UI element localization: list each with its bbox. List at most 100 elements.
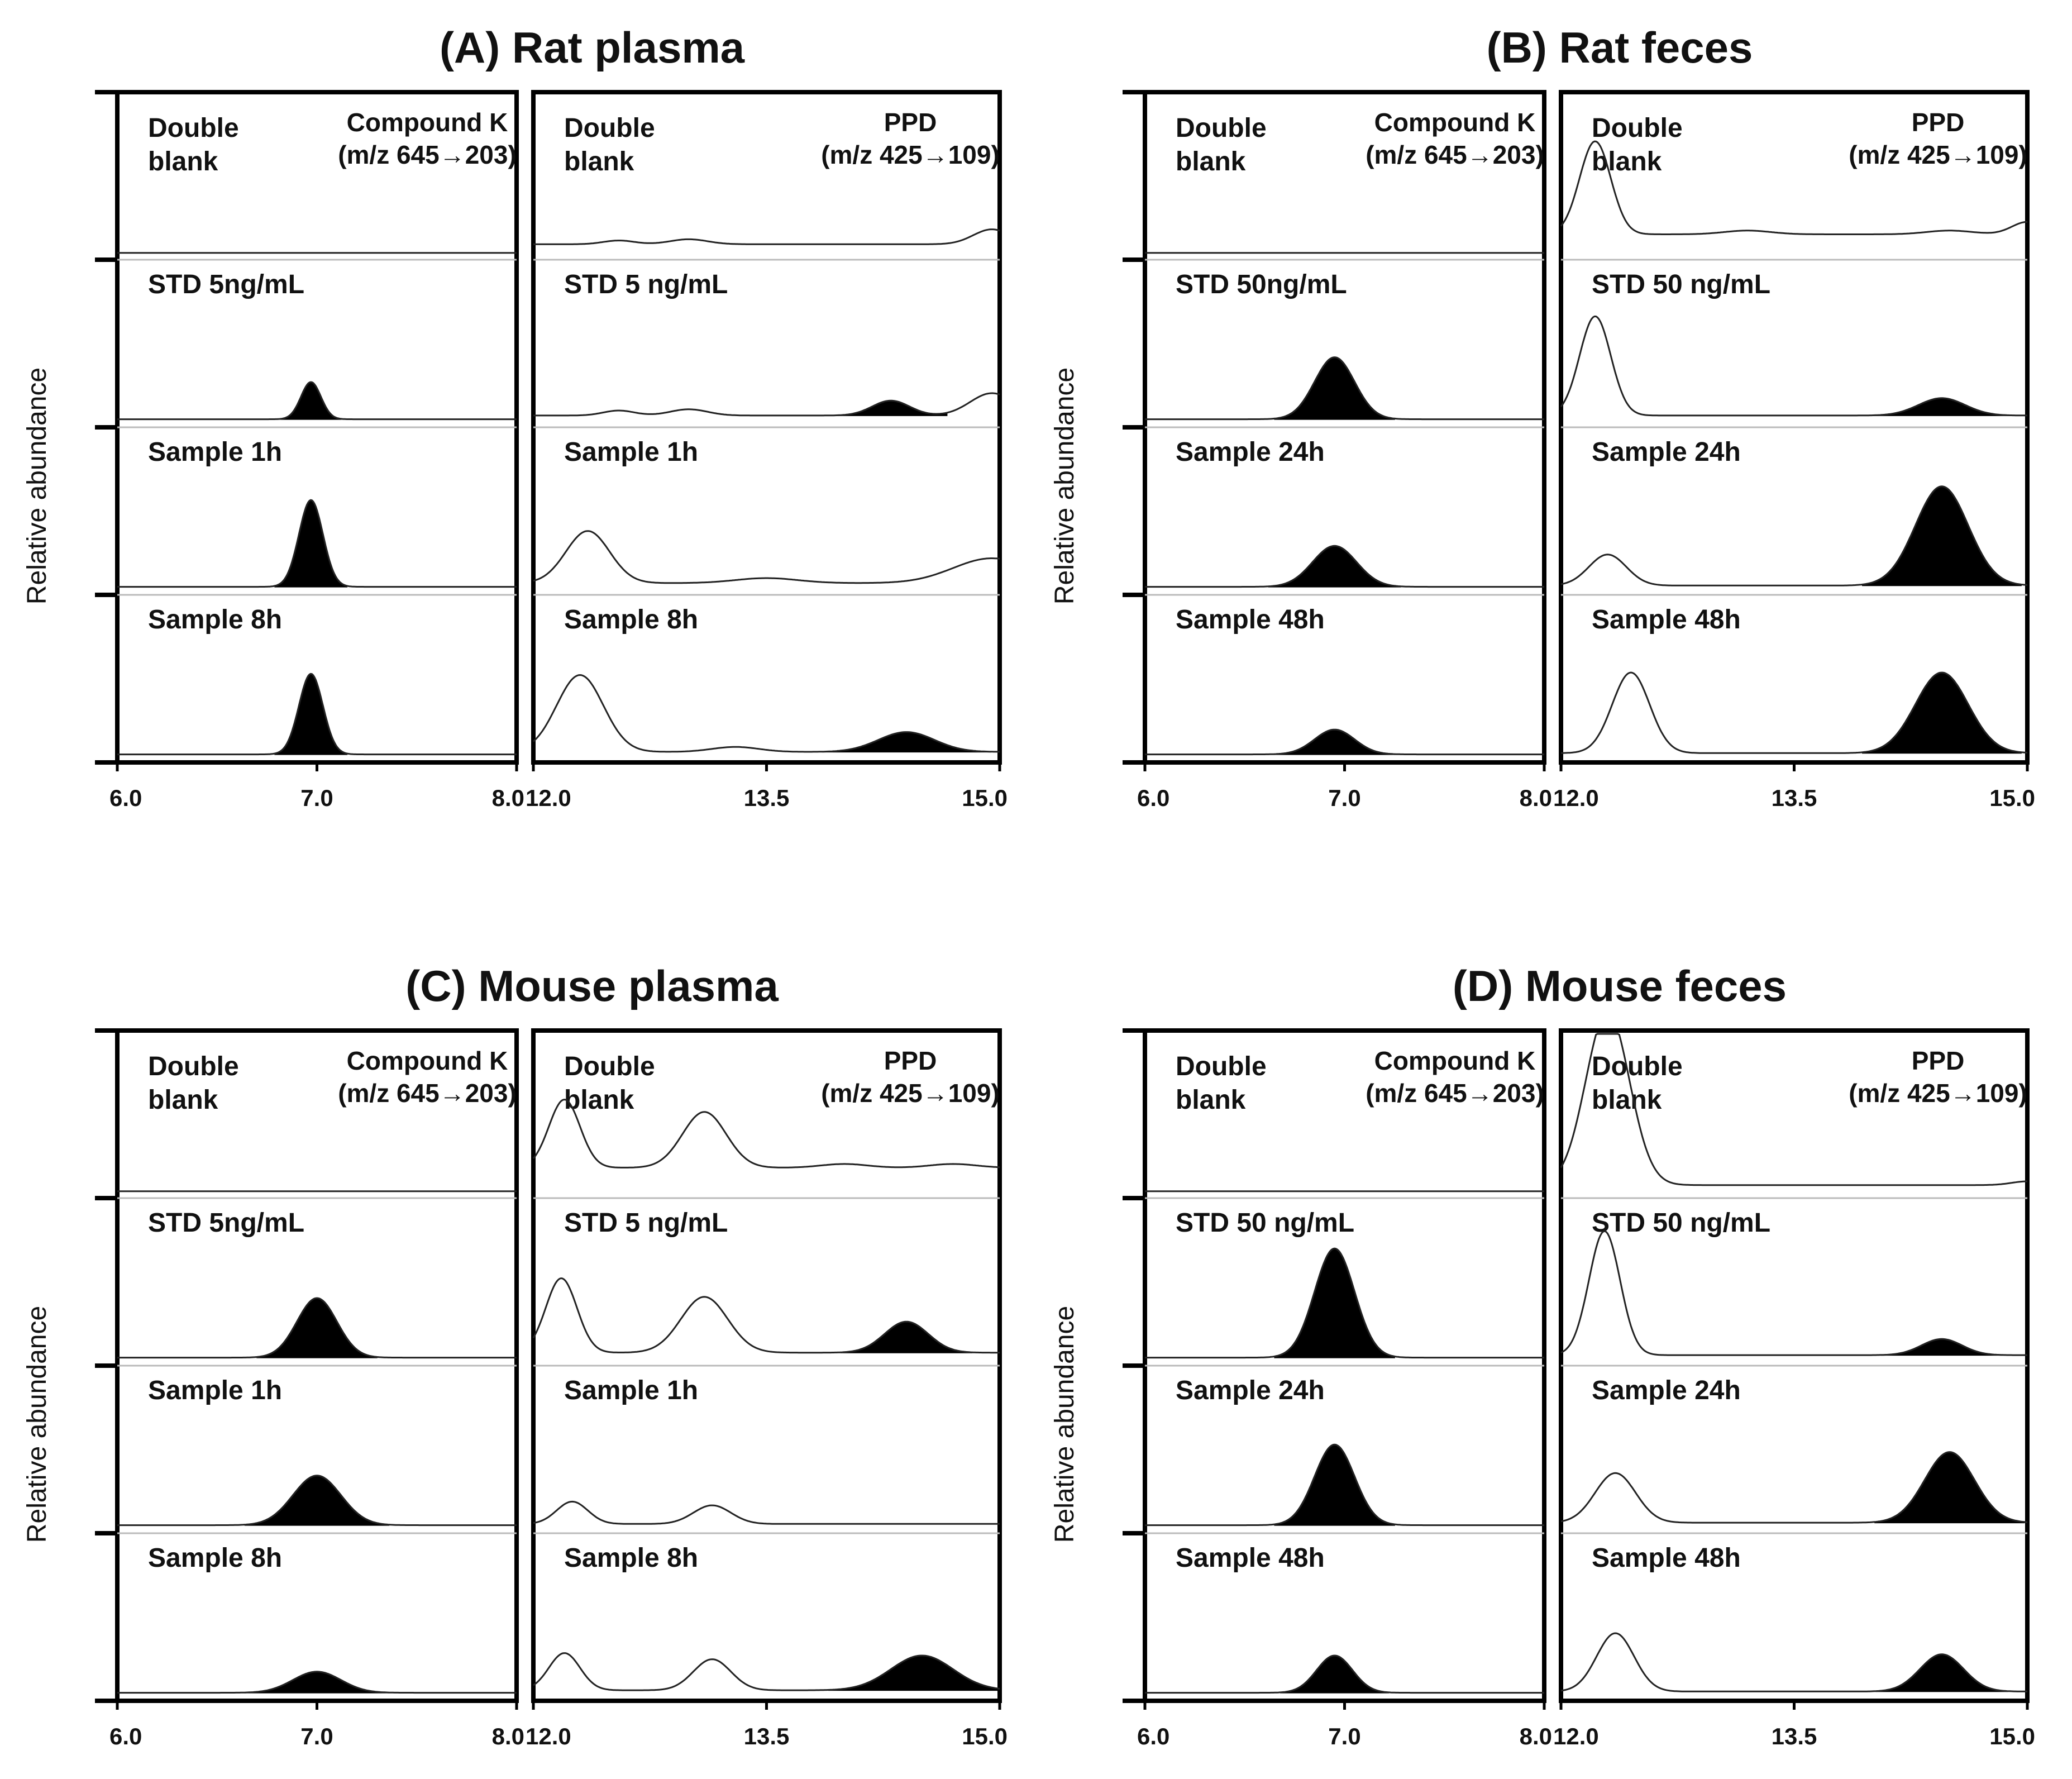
- chromatogram-trace: [533, 1500, 1000, 1525]
- y-axis-label: Relative abundance: [22, 1306, 52, 1543]
- trace-label: blank: [1592, 1085, 1662, 1115]
- chart-title: (C) Mouse plasma: [405, 961, 779, 1010]
- x-tick-label: 7.0: [300, 785, 333, 811]
- chromatogram-trace: [117, 1297, 517, 1359]
- trace-label: STD 5ng/mL: [148, 1208, 304, 1238]
- chromatogram-trace: [1560, 485, 2028, 586]
- x-tick-label: 6.0: [1137, 785, 1169, 811]
- chromatogram-trace: [117, 673, 517, 756]
- trace-label: blank: [564, 1085, 634, 1115]
- trace-label: Sample 8h: [148, 605, 282, 635]
- chart-group-c: (C) Mouse plasma Relative abundance Compou…: [22, 961, 1008, 1749]
- panel-compound-k: Compound K (m/z 645→203) 6.0 7.0 8.0 Double bl…: [1137, 1028, 1552, 1749]
- y-axis-label: Relative abundance: [22, 368, 52, 604]
- trace-label: Sample 24h: [1592, 437, 1741, 467]
- filled-peak: [1862, 671, 2022, 754]
- chromatogram-trace: [1145, 1443, 1544, 1527]
- x-tick-label: 7.0: [1328, 785, 1360, 811]
- chart-title: (B) Rat feces: [1487, 23, 1753, 72]
- filled-peak: [1274, 1444, 1395, 1526]
- trace-label: Double: [1176, 1052, 1267, 1081]
- filled-peak: [1274, 356, 1395, 420]
- filled-peak: [1274, 729, 1395, 755]
- analyte-label: Compound K: [1374, 108, 1536, 137]
- filled-peak: [1274, 1248, 1395, 1358]
- chromatogram-trace: [1560, 1632, 2027, 1692]
- chart-title: (A) Rat plasma: [440, 23, 745, 72]
- filled-peak: [1280, 1654, 1390, 1694]
- panel-ppd: PPD(m/z 425→109)12.0 13.5 15.0DoubleblankS…: [1553, 90, 2035, 811]
- trace-label: Sample 8h: [148, 1543, 282, 1573]
- x-tick-label: 13.5: [1772, 1723, 1817, 1749]
- chromatogram-trace: [1145, 545, 1544, 588]
- chromatogram-trace: [1145, 1247, 1544, 1359]
- chromatogram-trace: [1560, 316, 2027, 417]
- transition-label: (m/z 425→109): [821, 1079, 1000, 1108]
- analyte-label: PPD: [884, 108, 937, 137]
- trace-label: STD 50 ng/mL: [1592, 270, 1770, 299]
- panel-compound-k: Compound K (m/z 645→203) 6.0 7.0 8.0 Double bl…: [1137, 90, 1552, 811]
- panel-compound-k: Compound K (m/z 645→203) 6.0 7.0 8.0 Double bl…: [109, 1028, 524, 1749]
- transition-label: (m/z 645→203): [1366, 140, 1544, 169]
- trace-label: Double: [1592, 113, 1683, 143]
- chart-group-d: (D) Mouse feces Relative abundance Compoun…: [1050, 961, 2035, 1749]
- filled-peak: [828, 1655, 1000, 1691]
- chart-group-a: (A) Rat plasma Relative abundance Compound…: [22, 23, 1008, 811]
- trace-label: Sample 48h: [1592, 605, 1741, 635]
- transition-label: (m/z 425→109): [1849, 140, 2027, 169]
- trace-label: blank: [148, 1085, 218, 1115]
- chromatogram-trace: [1145, 356, 1544, 421]
- trace-label: STD 50 ng/mL: [1176, 1208, 1354, 1238]
- analyte-label: PPD: [884, 1046, 937, 1075]
- trace-label: STD 5 ng/mL: [564, 1208, 728, 1238]
- chromatogram-trace: [117, 499, 517, 588]
- trace-label: Sample 24h: [1176, 1376, 1325, 1405]
- x-tick-label: 15.0: [962, 785, 1008, 811]
- x-tick-label: 6.0: [109, 1723, 142, 1749]
- trace-label: STD 50 ng/mL: [1592, 1208, 1770, 1238]
- chromatogram-trace: [532, 674, 1000, 753]
- trace-label: blank: [1176, 1085, 1246, 1115]
- chromatogram-trace: [532, 1277, 1000, 1354]
- x-tick-label: 15.0: [962, 1723, 1008, 1749]
- x-tick-label: 12.0: [1553, 1723, 1599, 1749]
- x-tick-label: 12.0: [526, 1723, 571, 1749]
- filled-peak: [1268, 545, 1401, 588]
- trace-label: Sample 24h: [1592, 1376, 1741, 1405]
- trace-label: Sample 48h: [1592, 1543, 1741, 1573]
- transition-label: (m/z 645→203): [338, 1079, 517, 1108]
- trace-label: blank: [1176, 147, 1246, 177]
- filled-peak: [256, 1297, 378, 1358]
- analyte-label: Compound K: [347, 108, 508, 137]
- chromatogram-trace: [532, 1099, 1000, 1168]
- trace-label: Sample 48h: [1176, 605, 1325, 635]
- filled-peak: [1876, 1653, 2008, 1692]
- panel-ppd: PPD(m/z 425→109)12.0 13.5 15.0DoubleblankS…: [1553, 1028, 2035, 1749]
- x-tick-label: 13.5: [744, 1723, 790, 1749]
- chromatogram-trace: [1560, 1033, 2027, 1186]
- trace-label: STD 5ng/mL: [148, 270, 304, 299]
- x-tick-label: 6.0: [109, 785, 142, 811]
- chromatogram-trace: [1561, 671, 2028, 754]
- filled-peak: [1862, 485, 2022, 586]
- panel-ppd: PPD(m/z 425→109)12.0 13.5 15.0DoubleblankS…: [526, 1028, 1008, 1749]
- trace-label: Sample 8h: [564, 1543, 698, 1573]
- trace-label: Double: [148, 1052, 239, 1081]
- chart-group-b: (B) Rat feces Relative abundance Compound …: [1050, 23, 2035, 811]
- analyte-label: Compound K: [347, 1046, 508, 1075]
- x-tick-label: 13.5: [744, 785, 790, 811]
- trace-label: Sample 1h: [564, 1376, 698, 1405]
- x-tick-label: 7.0: [1328, 1723, 1360, 1749]
- x-tick-label: 7.0: [300, 1723, 333, 1749]
- x-tick-label: 8.0: [492, 785, 524, 811]
- transition-label: (m/z 645→203): [1366, 1079, 1544, 1108]
- y-axis-label: Relative abundance: [1050, 368, 1080, 604]
- trace-label: Double: [1176, 113, 1267, 143]
- x-tick-label: 6.0: [1137, 1723, 1169, 1749]
- chromatogram-trace: [1560, 1230, 2027, 1356]
- chromatogram-trace: [1560, 140, 2027, 235]
- trace-label: Sample 1h: [148, 1376, 282, 1405]
- chromatogram-trace: [117, 381, 517, 421]
- x-tick-label: 15.0: [1989, 785, 2035, 811]
- chromatogram-trace: [117, 1671, 517, 1694]
